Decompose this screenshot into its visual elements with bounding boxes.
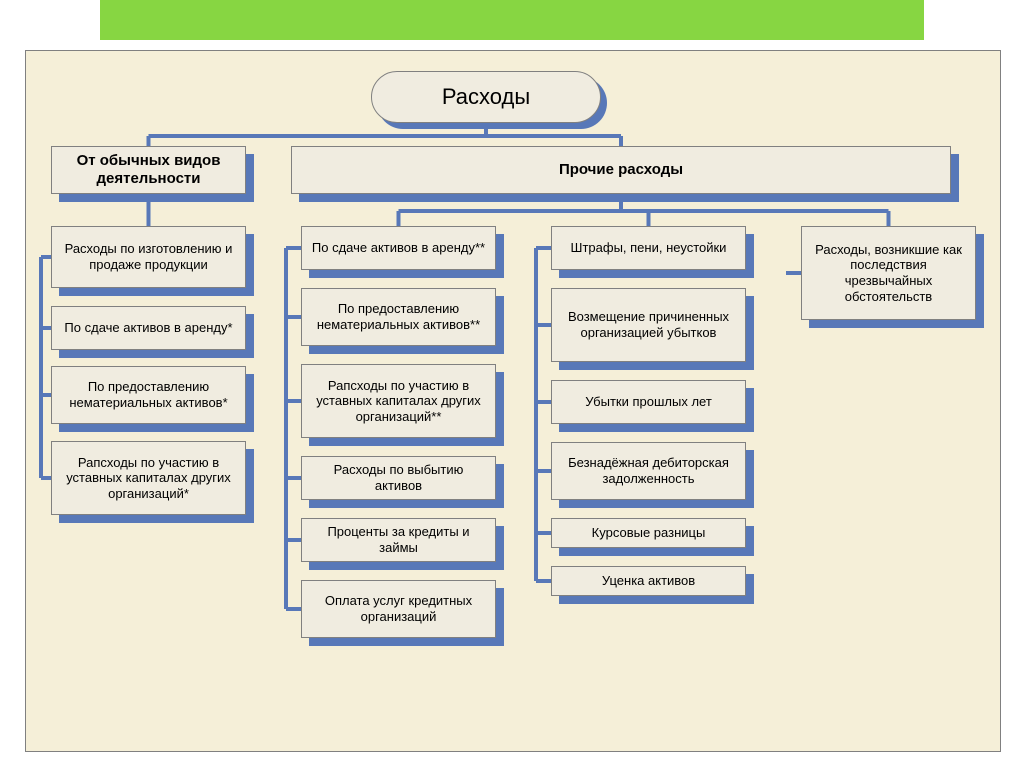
- col3-item-3-label: Безнадёжная дебиторская задолженность: [560, 455, 737, 486]
- sub-ordinary-label: От обычных видов деятельности: [60, 152, 237, 188]
- col1-item-0: Расходы по изготовлению и продаже продук…: [51, 226, 246, 288]
- col2-item-2-label: Рапсходы по участию в уставных капиталах…: [310, 378, 487, 425]
- col1-item-1: По сдаче активов в аренду*: [51, 306, 246, 350]
- col3-item-0-label: Штрафы, пени, неустойки: [571, 240, 727, 256]
- col3-item-4: Курсовые разницы: [551, 518, 746, 548]
- col3-item-0: Штрафы, пени, неустойки: [551, 226, 746, 270]
- col1-item-2-label: По предоставлению нематериальных активов…: [60, 379, 237, 410]
- col3-item-3: Безнадёжная дебиторская задолженность: [551, 442, 746, 500]
- col1-item-3: Рапсходы по участию в уставных капиталах…: [51, 441, 246, 515]
- col2-item-5: Оплата услуг кредитных организаций: [301, 580, 496, 638]
- top-accent-bar: [100, 0, 924, 40]
- col3-item-4-label: Курсовые разницы: [592, 525, 706, 541]
- col2-item-2: Рапсходы по участию в уставных капиталах…: [301, 364, 496, 438]
- col3-item-5-label: Уценка активов: [602, 573, 695, 589]
- col3-item-5: Уценка активов: [551, 566, 746, 596]
- col3-item-2-label: Убытки прошлых лет: [585, 394, 712, 410]
- col1-item-0-label: Расходы по изготовлению и продаже продук…: [60, 241, 237, 272]
- col2-item-4: Проценты за кредиты и займы: [301, 518, 496, 562]
- col2-item-4-label: Проценты за кредиты и займы: [310, 524, 487, 555]
- root-node: Расходы: [371, 71, 601, 123]
- sub-ordinary: От обычных видов деятельности: [51, 146, 246, 194]
- root-node-label: Расходы: [442, 84, 530, 110]
- col2-item-3: Расходы по выбытию активов: [301, 456, 496, 500]
- col1-item-3-label: Рапсходы по участию в уставных капиталах…: [60, 455, 237, 502]
- col2-item-3-label: Расходы по выбытию активов: [310, 462, 487, 493]
- col1-item-1-label: По сдаче активов в аренду*: [64, 320, 232, 336]
- col2-item-5-label: Оплата услуг кредитных организаций: [310, 593, 487, 624]
- col2-item-0-label: По сдаче активов в аренду**: [312, 240, 485, 256]
- diagram-area: Расходы От обычных видов деятельности Проч…: [25, 50, 1001, 752]
- col3-item-1-label: Возмещение причиненных организацией убыт…: [560, 309, 737, 340]
- col4-item-0-label: Расходы, возникшие как последствия чрезв…: [810, 242, 967, 304]
- col3-item-1: Возмещение причиненных организацией убыт…: [551, 288, 746, 362]
- col2-item-1-label: По предоставлению нематериальных активов…: [310, 301, 487, 332]
- sub-other-label: Прочие расходы: [559, 161, 683, 179]
- col1-item-2: По предоставлению нематериальных активов…: [51, 366, 246, 424]
- sub-other: Прочие расходы: [291, 146, 951, 194]
- col2-item-1: По предоставлению нематериальных активов…: [301, 288, 496, 346]
- col4-item-0: Расходы, возникшие как последствия чрезв…: [801, 226, 976, 320]
- col2-item-0: По сдаче активов в аренду**: [301, 226, 496, 270]
- col3-item-2: Убытки прошлых лет: [551, 380, 746, 424]
